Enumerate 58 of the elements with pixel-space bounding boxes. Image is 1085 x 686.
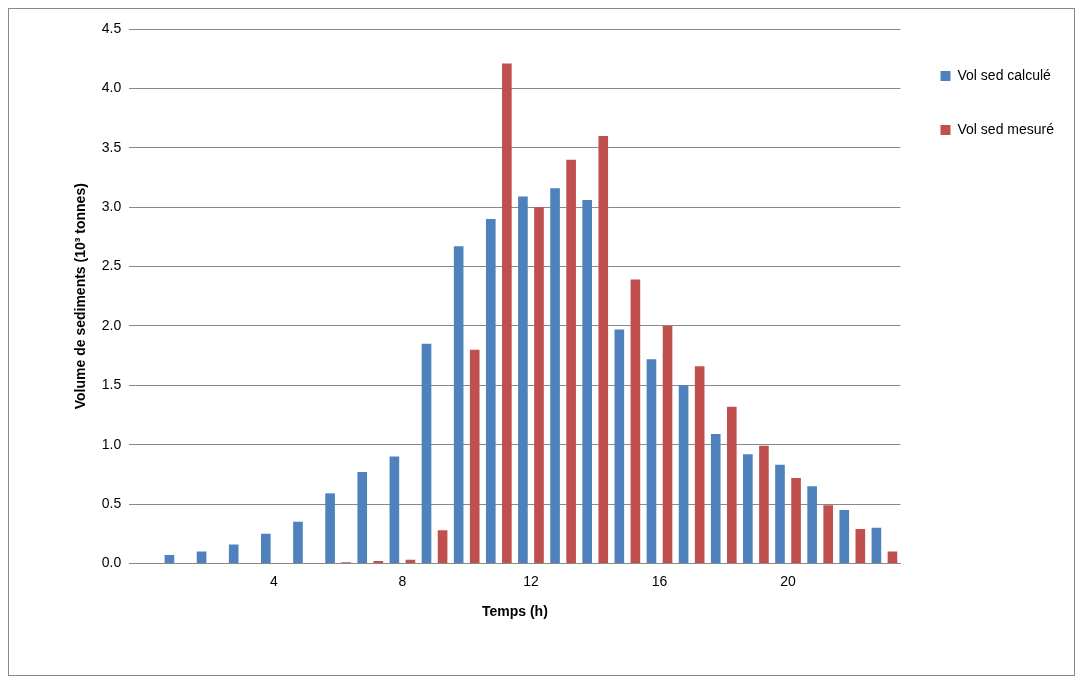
y-tick-label: 4.0 xyxy=(101,79,122,96)
bar xyxy=(485,219,496,563)
bar xyxy=(293,521,303,563)
bar xyxy=(678,385,689,563)
y-axis-title: Volume de sediments (10³ tonnes) xyxy=(72,183,89,410)
y-tick-label: 1.0 xyxy=(101,435,122,452)
bar xyxy=(823,505,834,563)
bar xyxy=(694,366,705,563)
bar xyxy=(437,530,448,563)
bar xyxy=(453,246,464,563)
bar xyxy=(791,477,801,563)
bar xyxy=(887,551,898,563)
bar xyxy=(421,343,432,563)
bar xyxy=(598,135,609,563)
y-tick-label: 0.5 xyxy=(101,494,122,511)
x-tick-label: 16 xyxy=(651,572,668,589)
bar xyxy=(325,493,335,563)
bar xyxy=(630,279,641,563)
bar xyxy=(261,533,271,563)
bar xyxy=(389,456,400,563)
y-tick-label: 0.0 xyxy=(101,554,122,571)
bar xyxy=(405,559,416,563)
bar xyxy=(534,207,544,563)
bar xyxy=(646,359,657,563)
y-tick-label: 2.5 xyxy=(101,257,122,274)
x-tick-label: 20 xyxy=(780,572,797,589)
y-tick-label: 4.5 xyxy=(101,19,122,36)
x-tick-label: 4 xyxy=(269,572,278,589)
bar xyxy=(662,325,673,563)
bar xyxy=(196,551,207,563)
bar xyxy=(582,200,593,563)
bar xyxy=(839,509,850,563)
bar xyxy=(759,445,769,563)
bar xyxy=(710,433,721,563)
bar xyxy=(550,188,560,563)
bar xyxy=(855,528,866,563)
legend-label: Vol sed calculé xyxy=(957,66,1052,83)
bar xyxy=(775,464,785,563)
y-tick-label: 3.0 xyxy=(101,197,122,214)
y-tick-label: 1.5 xyxy=(101,376,122,393)
bar xyxy=(164,555,175,563)
x-tick-label: 8 xyxy=(398,572,407,589)
bar xyxy=(518,196,528,563)
bar xyxy=(357,471,368,563)
bar xyxy=(726,406,737,563)
bar xyxy=(469,349,480,563)
bar xyxy=(566,159,576,563)
y-tick-label: 3.5 xyxy=(101,138,122,155)
x-axis-title: Temps (h) xyxy=(481,603,548,620)
bar xyxy=(807,486,817,563)
bar xyxy=(871,527,882,563)
bar xyxy=(614,329,625,563)
bar xyxy=(743,454,753,563)
x-tick-label: 12 xyxy=(523,572,539,589)
bar xyxy=(502,63,512,563)
legend-label: Vol sed mesuré xyxy=(957,120,1055,137)
bar xyxy=(228,544,239,563)
y-tick-label: 2.0 xyxy=(101,316,122,333)
